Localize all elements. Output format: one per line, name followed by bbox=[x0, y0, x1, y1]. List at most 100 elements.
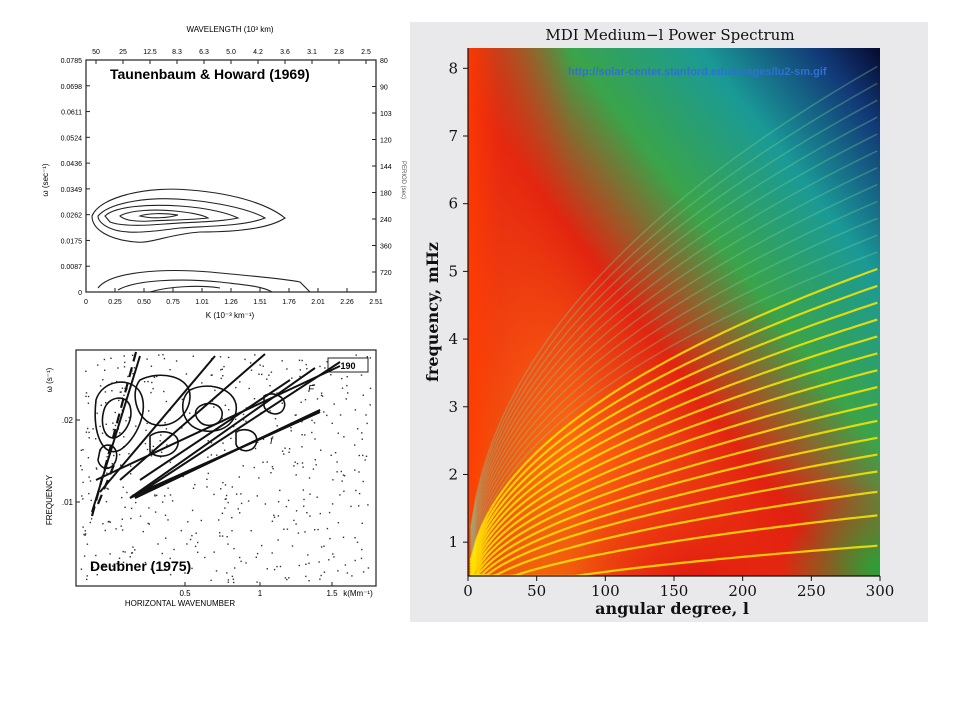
tannenbaum-panel: 0 0.25 0.50 0.75 1.01 1.26 1.51 1.76 2.01 2.26 2.5… bbox=[40, 20, 410, 320]
noise-dot bbox=[211, 400, 214, 402]
noise-dot bbox=[291, 545, 294, 547]
noise-dot bbox=[298, 564, 300, 567]
noise-dot bbox=[206, 486, 208, 488]
noise-dot bbox=[214, 389, 216, 392]
mdi-ridge-line bbox=[469, 82, 878, 531]
contour-blob-5 bbox=[194, 402, 223, 427]
noise-dot bbox=[161, 552, 163, 555]
mdi-ridge-line bbox=[469, 167, 878, 545]
noise-dot bbox=[165, 537, 167, 539]
noise-dot bbox=[88, 476, 90, 478]
noise-dot bbox=[240, 502, 243, 505]
mdi-left-edge-glow bbox=[468, 48, 880, 576]
ridge-line-2 bbox=[99, 355, 216, 493]
noise-dot bbox=[111, 463, 113, 465]
tannenbaum-right-tick-label: 90 bbox=[380, 85, 388, 92]
noise-dot bbox=[227, 581, 229, 583]
noise-dot bbox=[286, 368, 288, 370]
noise-dot bbox=[92, 566, 94, 569]
noise-dot bbox=[169, 557, 171, 560]
noise-dot bbox=[96, 412, 98, 414]
mdi-panel: MDI Medium−l Power Spectrum 0 50 100 150 200… bbox=[410, 22, 928, 622]
noise-dot bbox=[332, 553, 334, 555]
noise-dot bbox=[104, 369, 106, 371]
noise-dot bbox=[242, 465, 244, 467]
mdi-ridge-line bbox=[469, 352, 878, 575]
noise-dot bbox=[126, 491, 128, 494]
noise-dot bbox=[231, 530, 233, 532]
noise-dot bbox=[116, 562, 118, 565]
noise-dot bbox=[207, 456, 209, 458]
noise-dot bbox=[216, 454, 218, 456]
noise-dot bbox=[284, 447, 286, 449]
noise-dot bbox=[124, 551, 126, 553]
noise-dot bbox=[320, 394, 323, 397]
noise-dot bbox=[342, 536, 345, 538]
noise-dot bbox=[167, 487, 169, 489]
noise-dot bbox=[87, 402, 90, 404]
noise-dot bbox=[115, 380, 118, 383]
noise-dot bbox=[238, 476, 240, 478]
noise-dot bbox=[222, 442, 224, 444]
noise-dot bbox=[151, 449, 153, 451]
noise-dot bbox=[185, 373, 188, 375]
noise-dot bbox=[120, 391, 122, 393]
source-url: http://solar-center.stanford.edu/images/… bbox=[568, 66, 827, 78]
noise-dot bbox=[369, 357, 371, 359]
noise-dot bbox=[221, 417, 223, 420]
tannenbaum-y-tick-label: 0.0611 bbox=[61, 110, 82, 117]
noise-dot bbox=[362, 454, 364, 457]
noise-dot bbox=[164, 422, 166, 424]
noise-dot bbox=[242, 419, 245, 421]
deubner-y-label: FREQUENCY bbox=[45, 474, 54, 525]
noise-dot bbox=[317, 528, 319, 531]
tannenbaum-x-tick-label: 1.51 bbox=[253, 299, 267, 306]
noise-dot bbox=[293, 519, 295, 522]
noise-dot bbox=[281, 360, 283, 362]
noise-dot bbox=[301, 421, 303, 423]
tannenbaum-top-axis-label: WAVELENGTH (10³ km) bbox=[186, 25, 273, 34]
noise-dot bbox=[351, 575, 353, 577]
noise-dot bbox=[313, 384, 315, 386]
noise-dot bbox=[304, 531, 306, 533]
noise-dot bbox=[122, 550, 124, 553]
noise-dot bbox=[343, 475, 346, 477]
noise-dot bbox=[234, 567, 236, 569]
noise-dot bbox=[135, 425, 137, 427]
noise-dot bbox=[222, 481, 224, 484]
noise-dot bbox=[213, 551, 215, 553]
noise-dot bbox=[318, 561, 320, 563]
dashed-line-1 bbox=[90, 351, 138, 517]
deubner-panel: 190 bbox=[40, 340, 410, 610]
noise-dot bbox=[103, 565, 105, 567]
noise-dot bbox=[259, 364, 261, 366]
noise-dot bbox=[270, 371, 273, 373]
noise-dot bbox=[218, 519, 220, 521]
noise-dot bbox=[309, 515, 311, 517]
noise-dot bbox=[219, 535, 221, 537]
noise-dot bbox=[226, 572, 228, 574]
noise-dot bbox=[339, 414, 342, 416]
noise-dot bbox=[147, 522, 149, 525]
noise-dot bbox=[365, 455, 368, 457]
noise-dot bbox=[154, 495, 156, 497]
noise-dot bbox=[210, 442, 213, 444]
ridge-line-5 bbox=[129, 367, 316, 499]
noise-dot bbox=[295, 474, 297, 476]
noise-dot bbox=[81, 469, 83, 471]
noise-dot bbox=[114, 424, 117, 427]
noise-dot bbox=[192, 355, 194, 357]
mdi-ridges bbox=[469, 65, 878, 576]
mdi-y-tick-label: 8 bbox=[448, 59, 458, 77]
tannenbaum-top-tick-label: 3.6 bbox=[280, 49, 290, 56]
noise-dot bbox=[362, 394, 364, 396]
noise-dot bbox=[297, 532, 300, 534]
noise-dot bbox=[253, 398, 256, 400]
noise-dot bbox=[130, 517, 132, 520]
noise-dot bbox=[90, 518, 93, 520]
noise-dot bbox=[105, 402, 107, 404]
noise-dot bbox=[324, 367, 326, 369]
noise-dot bbox=[315, 464, 317, 466]
contour-outer bbox=[91, 188, 286, 243]
noise-dot bbox=[342, 474, 345, 476]
